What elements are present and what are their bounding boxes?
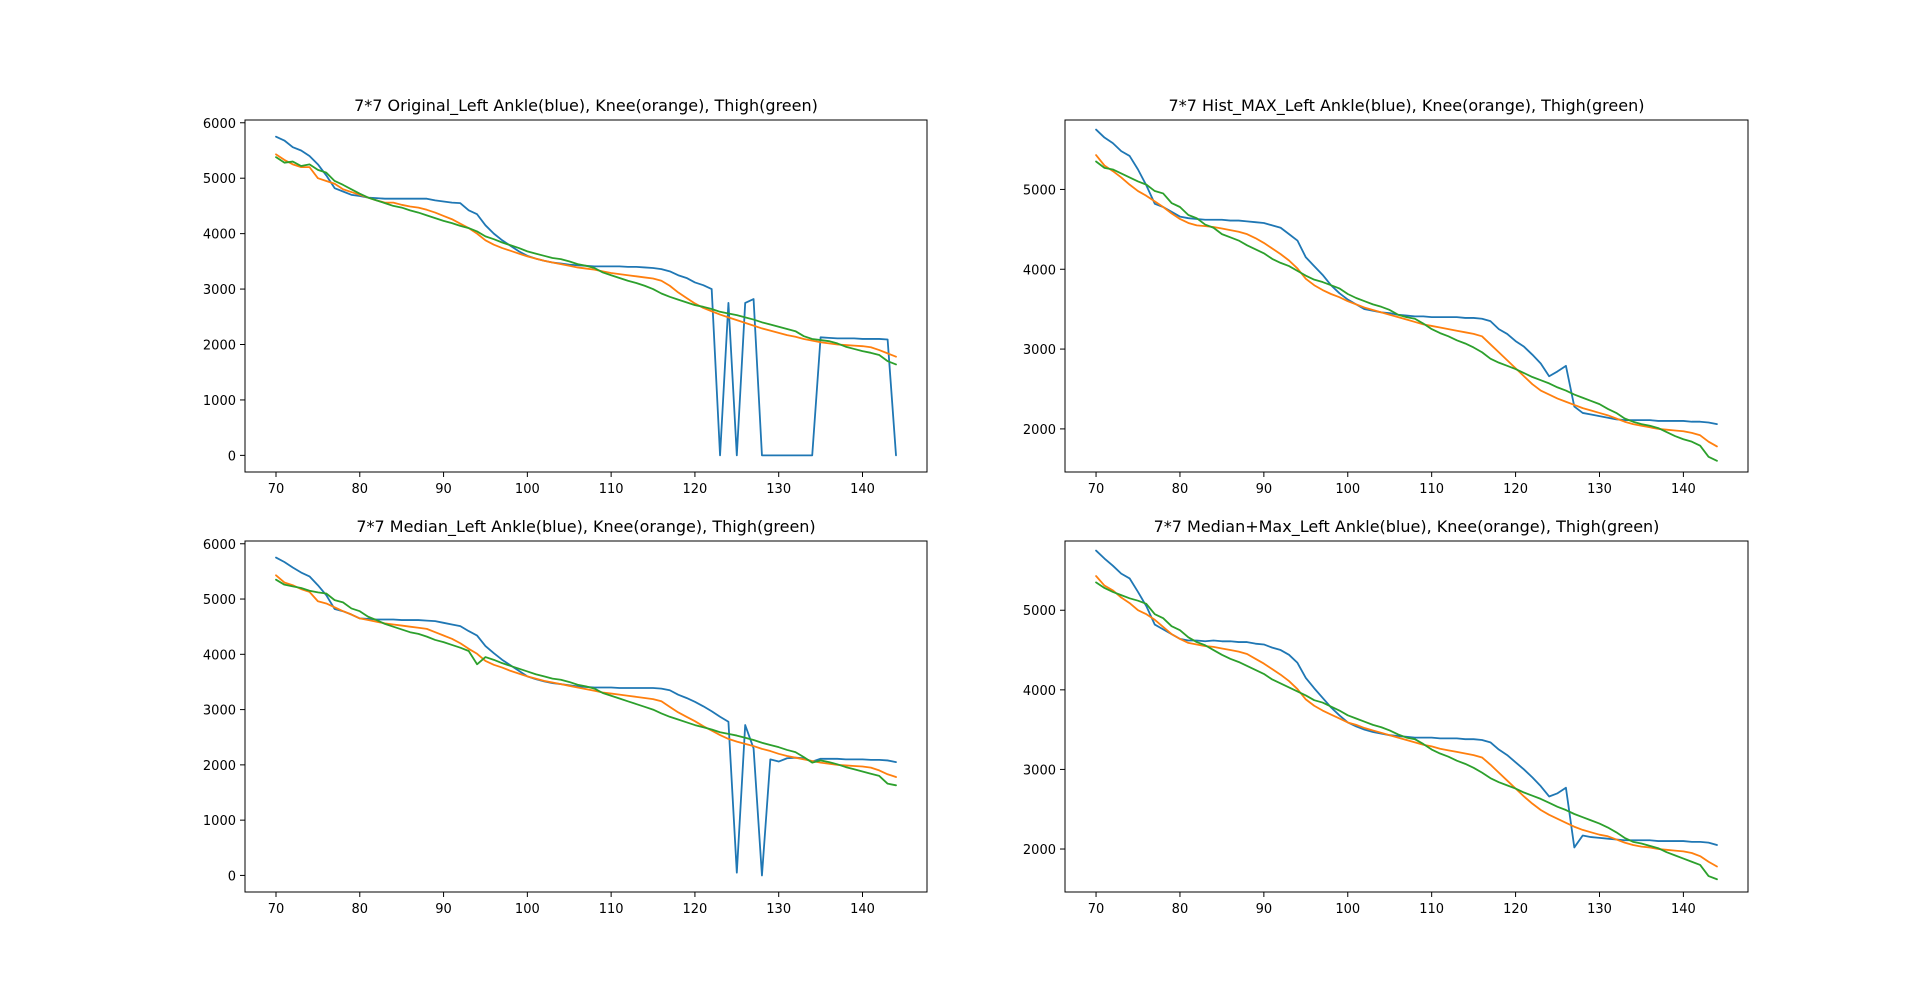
series-line-green [275,156,897,366]
subplot-4: 7*7 Median+Max_Left Ankle(blue), Knee(or… [1023,517,1749,917]
y-tick-label: 3000 [1023,763,1056,778]
plot-frame [1064,119,1749,473]
y-tick-label: 4000 [203,648,236,663]
x-tick-label: 70 [1088,482,1105,497]
y-tick-label: 2000 [203,339,236,354]
y-tick-label: 6000 [203,538,236,553]
subplot-2: 7*7 Hist_MAX_Left Ankle(blue), Knee(oran… [1023,96,1749,497]
y-tick-label: 0 [228,869,236,884]
series-line-orange [275,574,897,778]
plot-frame [244,119,928,473]
x-tick-label: 120 [1503,482,1528,497]
x-tick-label: 90 [1256,902,1273,917]
series-line-orange [275,153,897,358]
series-line-orange [1095,575,1718,868]
x-tick-label: 140 [1671,902,1696,917]
x-tick-label: 140 [850,902,875,917]
x-tick-label: 100 [1335,902,1360,917]
series-line-blue [1095,128,1718,426]
series-line-orange [1095,154,1718,448]
x-tick-label: 100 [515,902,540,917]
y-tick-label: 1000 [203,394,236,409]
y-tick-label: 4000 [203,228,236,243]
x-tick-label: 80 [352,902,369,917]
y-tick-label: 1000 [203,814,236,829]
y-tick-label: 3000 [203,283,236,298]
y-tick-label: 2000 [1023,843,1056,858]
y-tick-label: 2000 [1023,423,1056,438]
x-tick-label: 110 [1419,482,1444,497]
subplot-title: 7*7 Median_Left Ankle(blue), Knee(orange… [356,517,815,537]
x-tick-label: 100 [515,482,540,497]
x-tick-label: 110 [1419,902,1444,917]
x-tick-label: 110 [599,902,624,917]
x-tick-label: 100 [1335,482,1360,497]
series-line-green [275,578,897,787]
x-tick-label: 130 [1587,482,1612,497]
y-tick-label: 5000 [203,593,236,608]
x-tick-label: 90 [435,902,452,917]
subplot-1: 7*7 Original_Left Ankle(blue), Knee(oran… [203,96,928,497]
y-tick-label: 6000 [203,117,236,132]
subplot-title: 7*7 Median+Max_Left Ankle(blue), Knee(or… [1154,517,1660,537]
x-tick-label: 80 [1172,482,1189,497]
x-tick-label: 130 [766,482,791,497]
subplot-title: 7*7 Original_Left Ankle(blue), Knee(oran… [354,96,818,116]
series-line-green [1095,581,1718,881]
y-tick-label: 4000 [1023,684,1056,699]
x-tick-label: 120 [683,902,708,917]
y-tick-label: 5000 [1023,604,1056,619]
x-tick-label: 130 [766,902,791,917]
series-line-green [1095,160,1718,462]
x-tick-label: 140 [850,482,875,497]
subplot-title: 7*7 Hist_MAX_Left Ankle(blue), Knee(oran… [1169,96,1645,116]
x-tick-label: 90 [1256,482,1273,497]
x-tick-label: 70 [268,482,285,497]
y-tick-label: 0 [228,449,236,464]
series-line-blue [275,135,897,457]
y-tick-label: 5000 [203,172,236,187]
x-tick-label: 120 [1503,902,1528,917]
y-tick-label: 4000 [1023,263,1056,278]
x-tick-label: 80 [1172,902,1189,917]
y-tick-label: 3000 [1023,343,1056,358]
x-tick-label: 140 [1671,482,1696,497]
plot-frame [244,540,928,893]
x-tick-label: 120 [683,482,708,497]
x-tick-label: 70 [268,902,285,917]
y-tick-label: 2000 [203,759,236,774]
subplot-3: 7*7 Median_Left Ankle(blue), Knee(orange… [203,517,928,917]
x-tick-label: 90 [435,482,452,497]
y-tick-label: 3000 [203,704,236,719]
plot-frame [1064,540,1749,893]
x-tick-label: 70 [1088,902,1105,917]
x-tick-label: 80 [352,482,369,497]
x-tick-label: 130 [1587,902,1612,917]
y-tick-label: 5000 [1023,183,1056,198]
series-line-blue [1095,549,1718,849]
series-line-blue [275,556,897,877]
x-tick-label: 110 [599,482,624,497]
